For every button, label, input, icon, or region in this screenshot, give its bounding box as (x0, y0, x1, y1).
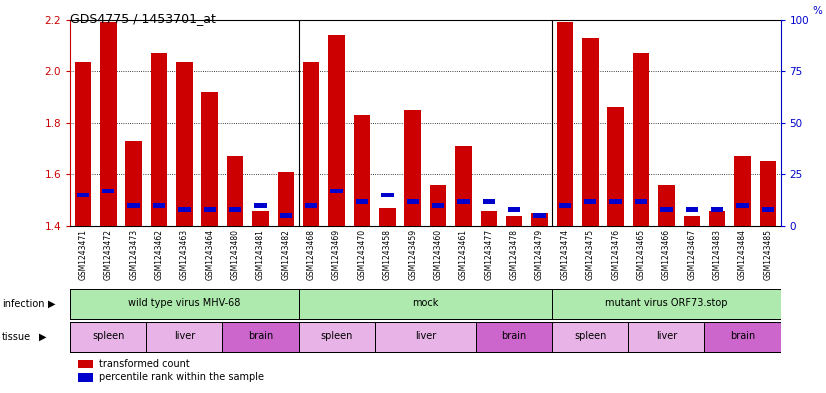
Text: brain: brain (730, 331, 755, 342)
Bar (553, 288, 781, 319)
Text: spleen: spleen (92, 331, 125, 342)
Bar (709, 211, 725, 226)
Bar (77, 193, 89, 197)
Text: tissue: tissue (2, 332, 31, 342)
Bar (406, 199, 419, 204)
Bar (78, 360, 93, 368)
Text: infection: infection (2, 299, 44, 309)
Bar (329, 35, 344, 226)
Text: ▶: ▶ (39, 332, 46, 342)
Bar (298, 322, 375, 352)
Bar (176, 62, 192, 226)
Bar (458, 199, 470, 204)
Bar (74, 62, 91, 226)
Bar (330, 189, 343, 193)
Bar (381, 193, 393, 197)
Bar (558, 203, 571, 208)
Bar (280, 213, 292, 218)
Bar (481, 211, 497, 226)
Bar (127, 203, 140, 208)
Text: %: % (813, 6, 823, 15)
Bar (736, 203, 748, 208)
Bar (70, 288, 298, 319)
Bar (711, 207, 724, 212)
Bar (102, 189, 115, 193)
Bar (405, 110, 421, 226)
Bar (153, 203, 165, 208)
Bar (252, 211, 268, 226)
Text: GDS4775 / 1453701_at: GDS4775 / 1453701_at (70, 12, 216, 25)
Text: transformed count: transformed count (99, 358, 190, 369)
Bar (432, 203, 444, 208)
Bar (476, 322, 553, 352)
Text: spleen: spleen (320, 331, 353, 342)
Bar (635, 199, 648, 204)
Text: brain: brain (501, 331, 527, 342)
Bar (202, 92, 218, 226)
Bar (203, 207, 216, 212)
Bar (379, 208, 396, 226)
Text: liver: liver (173, 331, 195, 342)
Bar (298, 288, 553, 319)
Bar (508, 207, 520, 212)
Bar (629, 322, 705, 352)
Text: ▶: ▶ (48, 299, 55, 309)
Bar (686, 207, 698, 212)
Bar (607, 107, 624, 226)
Bar (506, 216, 522, 226)
Bar (658, 185, 675, 226)
Bar (534, 213, 546, 218)
Text: liver: liver (656, 331, 677, 342)
Bar (254, 203, 267, 208)
Bar (178, 207, 191, 212)
Bar (553, 322, 629, 352)
Bar (227, 156, 244, 226)
Text: wild type virus MHV-68: wild type virus MHV-68 (128, 298, 240, 308)
Text: mock: mock (412, 298, 439, 308)
Bar (151, 53, 167, 226)
Bar (430, 185, 446, 226)
Bar (531, 213, 548, 226)
Bar (303, 62, 320, 226)
Bar (705, 322, 781, 352)
Bar (455, 146, 472, 226)
Bar (557, 22, 573, 226)
Bar (278, 172, 294, 226)
Bar (354, 115, 370, 226)
Text: liver: liver (415, 331, 436, 342)
Bar (660, 207, 672, 212)
Bar (582, 38, 599, 226)
Bar (100, 22, 116, 226)
Bar (78, 373, 93, 382)
Bar (222, 322, 298, 352)
Bar (305, 203, 317, 208)
Bar (126, 141, 142, 226)
Bar (146, 322, 222, 352)
Bar (229, 207, 241, 212)
Bar (684, 216, 700, 226)
Bar (375, 322, 476, 352)
Bar (762, 207, 774, 212)
Bar (760, 162, 776, 226)
Bar (356, 199, 368, 204)
Bar (633, 53, 649, 226)
Text: mutant virus ORF73.stop: mutant virus ORF73.stop (605, 298, 728, 308)
Bar (482, 199, 495, 204)
Text: spleen: spleen (574, 331, 606, 342)
Bar (584, 199, 596, 204)
Text: percentile rank within the sample: percentile rank within the sample (99, 372, 264, 382)
Text: brain: brain (248, 331, 273, 342)
Bar (734, 156, 751, 226)
Bar (70, 322, 146, 352)
Bar (610, 199, 622, 204)
